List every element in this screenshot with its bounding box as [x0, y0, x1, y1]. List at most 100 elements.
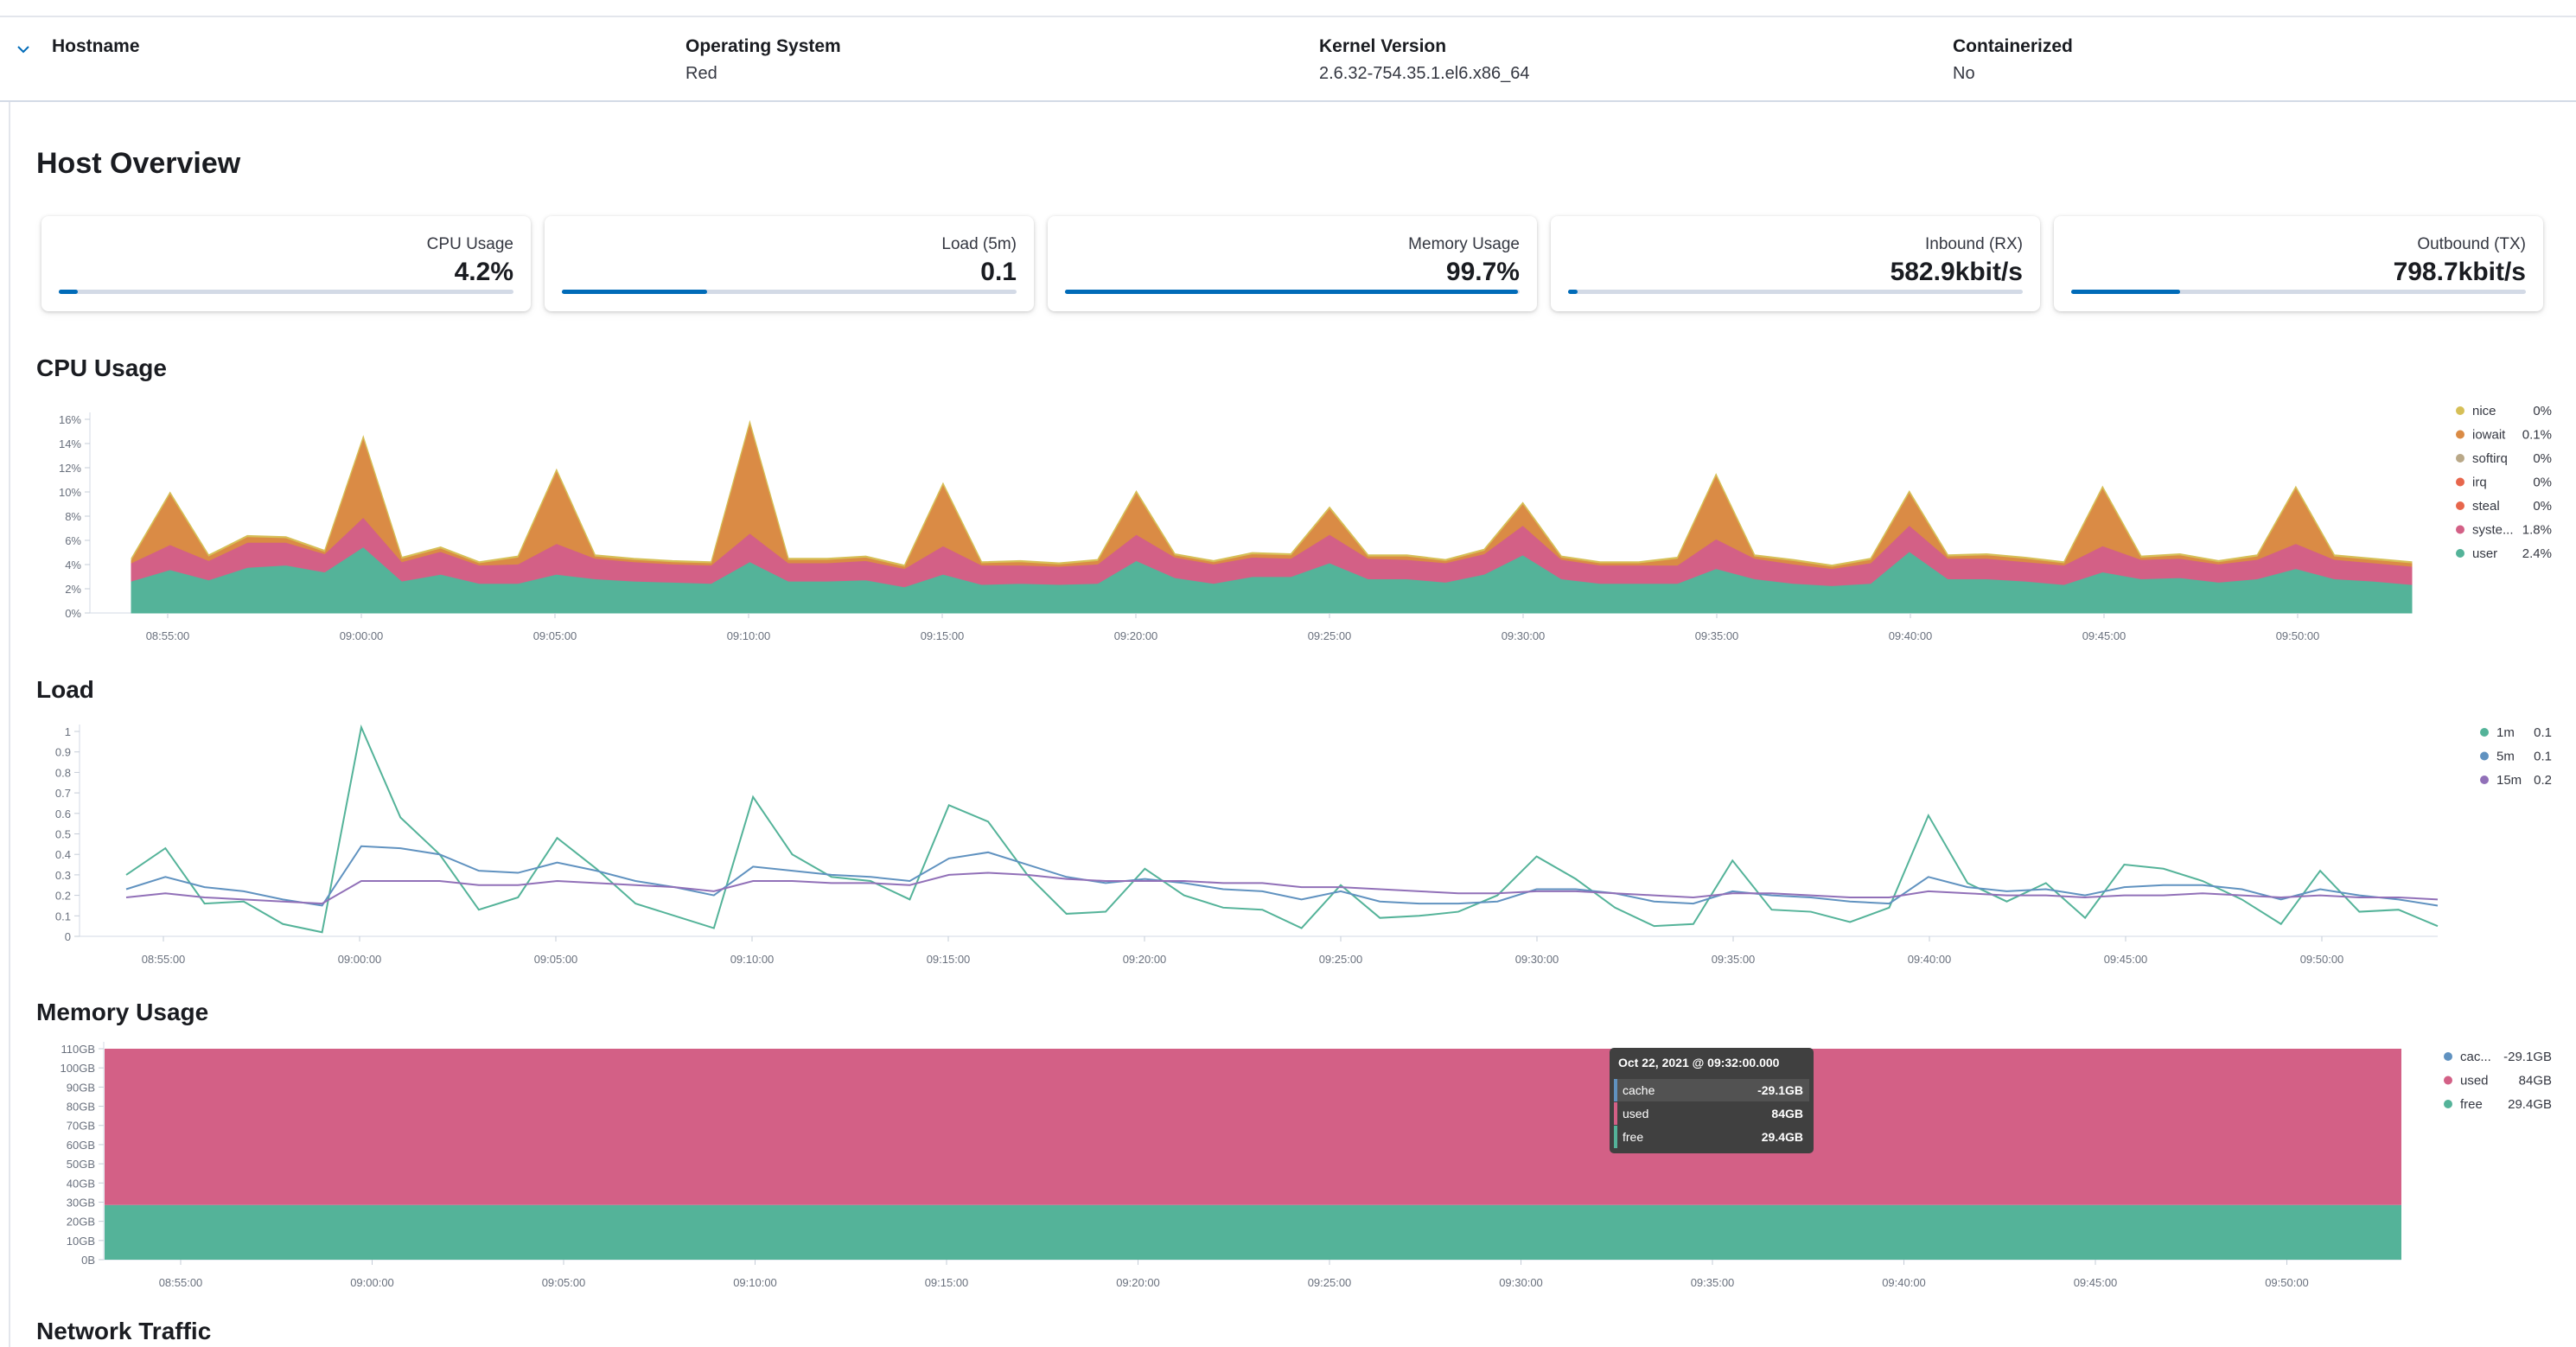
kernel-value: 2.6.32-754.35.1.el6.x86_64 [1319, 64, 1530, 83]
legend-value: 0.1% [2522, 428, 2552, 443]
legend-swatch [2480, 776, 2489, 784]
load-chart[interactable]: 0 0.1 0.2 0.3 0.4 0.5 0.6 0.7 0.8 0.9 1 08:55:00 09:… [0, 716, 2576, 975]
y-tick-label: 40GB [67, 1177, 95, 1190]
kpi-label: Memory Usage [1408, 235, 1520, 253]
x-tick-label: 09:05:00 [533, 629, 577, 642]
legend-value: 84GB [2519, 1074, 2552, 1088]
y-tick-label: 0.3 [55, 869, 71, 882]
x-tick-label: 09:15:00 [921, 629, 965, 642]
x-tick-label: 09:50:00 [2300, 953, 2344, 966]
y-tick-label: 14% [59, 437, 81, 450]
cpu-usage-title: CPU Usage [36, 354, 167, 381]
y-tick-label: 0.5 [55, 828, 71, 841]
hostname-column: Hostname [52, 36, 140, 57]
tooltip-row [1614, 1079, 1809, 1101]
x-tick-label: 09:35:00 [1691, 1276, 1735, 1289]
tooltip-value: -29.1GB [1757, 1083, 1803, 1097]
kpi-progress-track [1568, 290, 2023, 294]
legend-label: softirq [2472, 451, 2508, 466]
y-tick-label: 80GB [67, 1101, 95, 1114]
legend-swatch [2456, 525, 2464, 534]
chevron-down-icon[interactable] [12, 38, 35, 61]
y-tick-label: 4% [65, 559, 81, 571]
legend-swatch [2480, 728, 2489, 737]
tooltip-label: used [1623, 1107, 1648, 1120]
y-tick-label: 30GB [67, 1196, 95, 1209]
legend-value: 0% [2533, 404, 2552, 418]
x-tick-label: 09:10:00 [727, 629, 771, 642]
y-tick-label: 0.9 [55, 746, 71, 759]
y-tick-label: 16% [59, 413, 81, 426]
x-tick-label: 09:45:00 [2074, 1276, 2118, 1289]
kpi-value: 99.7% [1445, 258, 1520, 286]
x-tick-label: 08:55:00 [146, 629, 190, 642]
kpi-progress-track [1065, 290, 1520, 294]
x-tick-label: 09:20:00 [1114, 629, 1158, 642]
kernel-column: Kernel Version 2.6.32-754.35.1.el6.x86_6… [1319, 36, 1530, 84]
x-tick-label: 09:35:00 [1695, 629, 1739, 642]
kpi-value: 798.7kbit/s [2393, 258, 2526, 286]
os-value: Red [685, 64, 717, 83]
y-tick-label: 0.6 [55, 808, 71, 820]
legend-swatch [2444, 1076, 2452, 1085]
x-tick-label: 09:20:00 [1116, 1276, 1160, 1289]
x-tick-label: 08:55:00 [159, 1276, 203, 1289]
y-tick-label: 0.4 [55, 848, 71, 861]
tooltip-swatch [1614, 1126, 1617, 1148]
tooltip-label: free [1623, 1130, 1643, 1144]
tooltip-label: cache [1623, 1083, 1655, 1097]
memory-usage-chart[interactable]: 0B 10GB 20GB 30GB 40GB 50GB 60GB 70GB 80GB 90GB 10… [0, 1037, 2576, 1297]
legend-swatch [2456, 454, 2464, 463]
area-iowait [131, 421, 2413, 570]
kpi-progress-track [2071, 290, 2526, 294]
kpi-progress-track [59, 290, 513, 294]
tooltip-swatch [1614, 1102, 1617, 1125]
legend-swatch [2444, 1100, 2452, 1108]
kpi-value: 4.2% [454, 258, 513, 286]
kpi-progress-fill [562, 290, 708, 294]
host-metadata-row: Hostname Operating System Red Kernel Ver… [0, 16, 2576, 102]
legend-swatch [2456, 549, 2464, 558]
host-overview-panel [9, 102, 2576, 1347]
x-tick-label: 09:45:00 [2082, 629, 2126, 642]
kpi-progress-fill [59, 290, 79, 294]
kpi-label: CPU Usage [426, 235, 513, 253]
legend-value: -29.1GB [2503, 1050, 2552, 1064]
tooltip-row [1614, 1126, 1809, 1148]
tooltip-value: 29.4GB [1762, 1130, 1803, 1144]
x-tick-label: 09:00:00 [350, 1276, 394, 1289]
x-tick-label: 09:30:00 [1502, 629, 1546, 642]
kpi-card-memory: Memory Usage 99.7% [1048, 216, 1537, 311]
legend-label: 15m [2496, 773, 2522, 788]
x-tick-label: 09:00:00 [340, 629, 384, 642]
os-label: Operating System [685, 36, 841, 56]
kpi-card-inbound: Inbound (RX) 582.9kbit/s [1551, 216, 2040, 311]
x-tick-label: 09:50:00 [2265, 1276, 2309, 1289]
kpi-card-cpu: CPU Usage 4.2% [41, 216, 531, 311]
cpu-usage-chart[interactable]: 0% 2% 4% 6% 8% 10% 12% 14% 16% 08:55:00 09:00:00 09… [0, 393, 2576, 653]
x-tick-label: 09:10:00 [733, 1276, 777, 1289]
y-tick-label: 60GB [67, 1139, 95, 1152]
containerized-value: No [1953, 64, 1975, 83]
legend-label: cac... [2460, 1050, 2491, 1064]
x-tick-label: 09:30:00 [1515, 953, 1559, 966]
legend-swatch [2456, 406, 2464, 415]
legend-swatch [2456, 501, 2464, 510]
legend-swatch [2480, 751, 2489, 761]
hostname-label: Hostname [52, 36, 140, 56]
kernel-label: Kernel Version [1319, 36, 1447, 56]
y-tick-label: 6% [65, 534, 81, 547]
kpi-label: Outbound (TX) [2417, 235, 2526, 253]
y-tick-label: 10% [59, 486, 81, 499]
y-tick-label: 0.8 [55, 766, 71, 779]
tooltip-swatch [1614, 1079, 1617, 1101]
legend-label: user [2472, 546, 2497, 561]
tooltip-row [1614, 1102, 1809, 1125]
kpi-label: Load (5m) [941, 235, 1017, 253]
legend-value: 0% [2533, 499, 2552, 514]
legend-swatch [2456, 430, 2464, 439]
y-tick-label: 1 [65, 725, 71, 738]
kpi-card-outbound: Outbound (TX) 798.7kbit/s [2054, 216, 2543, 311]
line-1m [125, 724, 2439, 934]
x-tick-label: 09:25:00 [1319, 953, 1363, 966]
